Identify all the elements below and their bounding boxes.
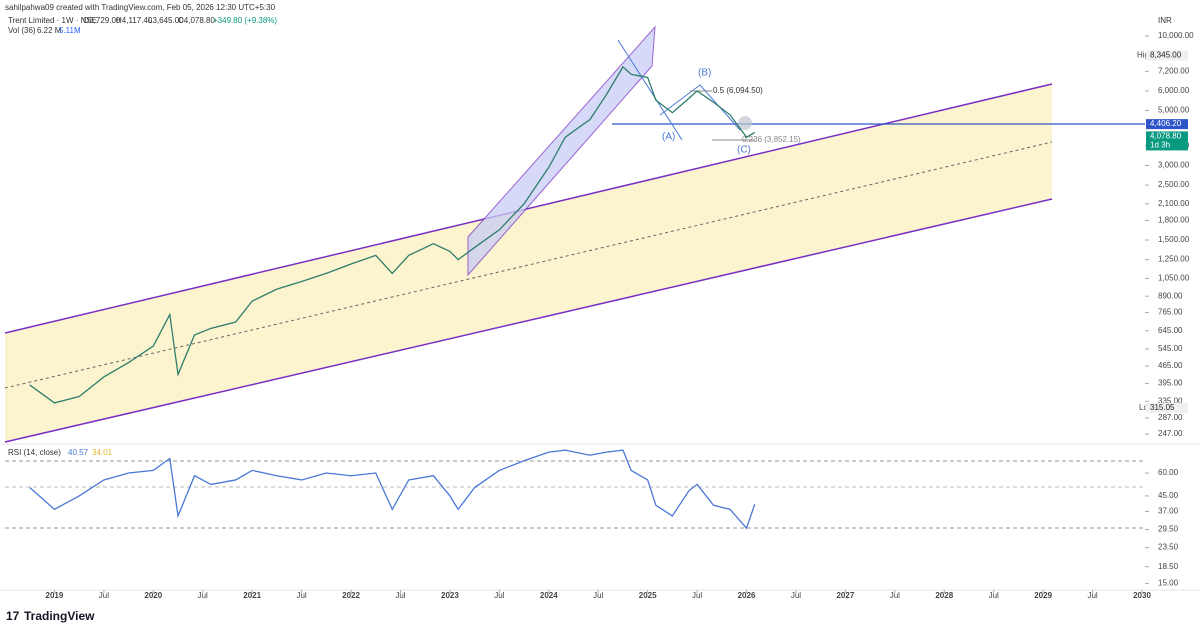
wave-line	[659, 84, 741, 131]
y-tick-label: 545.00	[1158, 344, 1183, 353]
rsi-tick-label: 45.00	[1158, 491, 1179, 500]
channel-bottom	[4, 198, 1053, 443]
credit: sahilpahwa09 created with TradingView.co…	[5, 3, 276, 12]
change: +349.80 (+9.38%)	[213, 16, 277, 25]
logo-text: TradingView	[24, 609, 95, 623]
x-tick-label: 2020	[144, 591, 162, 600]
y-tick-label: 10,000.00	[1158, 31, 1194, 40]
x-tick-label: Jul	[494, 591, 504, 600]
y-tick-label: 1,250.00	[1158, 255, 1190, 264]
x-tick-label: Jul	[296, 591, 306, 600]
marker-circle	[738, 116, 752, 130]
high-badge	[1146, 50, 1188, 61]
x-tick-label: Jul	[890, 591, 900, 600]
last-badge-label: 4,078.80	[1150, 132, 1182, 141]
x-tick-label: 2019	[46, 591, 64, 600]
y-tick-label: 2,500.00	[1158, 180, 1190, 189]
rsi-ma: 34.01	[92, 448, 113, 457]
rsi-tick-label: 60.00	[1158, 468, 1179, 477]
wave-label: (C)	[737, 145, 751, 156]
x-tick-label: Jul	[395, 591, 405, 600]
rsi-line	[29, 449, 756, 530]
fib-label: 0.236 (3,852.15)	[742, 135, 801, 144]
countdown: 1d 3h	[1150, 141, 1170, 150]
volume-label: Vol (36)	[8, 26, 36, 35]
y-tick-label: 465.00	[1158, 361, 1183, 370]
x-tick-label: Jul	[692, 591, 702, 600]
y-tick-label: 6,000.00	[1158, 86, 1190, 95]
rsi-tick-label: 37.00	[1158, 507, 1179, 516]
channel-fill	[5, 84, 1052, 442]
y-tick-label: 1,050.00	[1158, 273, 1190, 282]
y-tick-label: 2,100.00	[1158, 199, 1190, 208]
x-tick-label: Jul	[1087, 591, 1097, 600]
x-tick-label: 2030	[1133, 591, 1151, 600]
currency: INR	[1158, 16, 1172, 25]
ohlc: O3,729.00	[83, 16, 121, 25]
high-badge-label: 8,345.00	[1150, 51, 1182, 60]
low-badge-label: 315.05	[1150, 403, 1175, 412]
x-tick-label: 2028	[935, 591, 953, 600]
x-tick-label: Jul	[791, 591, 801, 600]
y-tick-label: 1,800.00	[1158, 216, 1190, 225]
x-tick-label: 2027	[836, 591, 854, 600]
ohlc: H4,117.40	[116, 16, 153, 25]
x-tick-label: 2022	[342, 591, 360, 600]
y-tick-label: 765.00	[1158, 308, 1183, 317]
volume-ma: 5.11M	[59, 26, 81, 35]
ohlc: C4,078.80	[178, 16, 215, 25]
low-badge	[1146, 402, 1188, 413]
y-tick-label: 645.00	[1158, 326, 1183, 335]
rsi-title: RSI (14, close)	[8, 448, 61, 457]
rsi-tick-label: 15.00	[1158, 578, 1179, 587]
volume: 6.22 M	[37, 26, 62, 35]
y-tick-label: 1,500.00	[1158, 235, 1190, 244]
y-tick-label: 395.00	[1158, 379, 1183, 388]
x-tick-label: Jul	[198, 591, 208, 600]
x-tick-label: 2021	[243, 591, 261, 600]
rsi-tick-label: 23.50	[1158, 543, 1179, 552]
ohlc: L3,645.00	[148, 16, 184, 25]
x-tick-label: 2023	[441, 591, 459, 600]
x-tick-label: 2025	[639, 591, 657, 600]
channel-mid	[4, 141, 1053, 389]
y-tick-label: 3,000.00	[1158, 161, 1190, 170]
wave-line	[617, 39, 683, 141]
symbol: Trent Limited · 1W · NSE	[8, 16, 97, 25]
logo: 17 TradingView	[6, 609, 95, 623]
rsi-tick-label: 18.50	[1158, 562, 1179, 571]
wave-label: (B)	[698, 68, 711, 79]
x-tick-label: 2026	[738, 591, 756, 600]
y-tick-label: 335.00	[1158, 396, 1183, 405]
rsi-tick-label: 29.50	[1158, 525, 1179, 534]
y-tick-label: 5,000.00	[1158, 106, 1190, 115]
x-tick-label: 2024	[540, 591, 558, 600]
y-tick-label: 7,200.00	[1158, 66, 1190, 75]
y-tick-label: 287.00	[1158, 413, 1183, 422]
y-tick-label: 890.00	[1158, 291, 1183, 300]
x-tick-label: Jul	[989, 591, 999, 600]
wave-label: (A)	[662, 132, 675, 143]
level-badge	[1146, 119, 1188, 130]
y-tick-label: 247.00	[1158, 429, 1183, 438]
x-tick-label: 2029	[1034, 591, 1052, 600]
last-badge	[1146, 131, 1188, 151]
level-badge-label: 4,406.20	[1150, 119, 1182, 128]
high-label: High	[1137, 51, 1153, 60]
channel-top	[4, 83, 1053, 334]
logo-icon: 17	[6, 609, 20, 623]
rsi-value: 40.57	[68, 448, 89, 457]
x-tick-label: Jul	[99, 591, 109, 600]
fib-label: 0.5 (6,094.50)	[713, 86, 763, 95]
x-tick-label: Jul	[593, 591, 603, 600]
price-line	[29, 65, 756, 404]
